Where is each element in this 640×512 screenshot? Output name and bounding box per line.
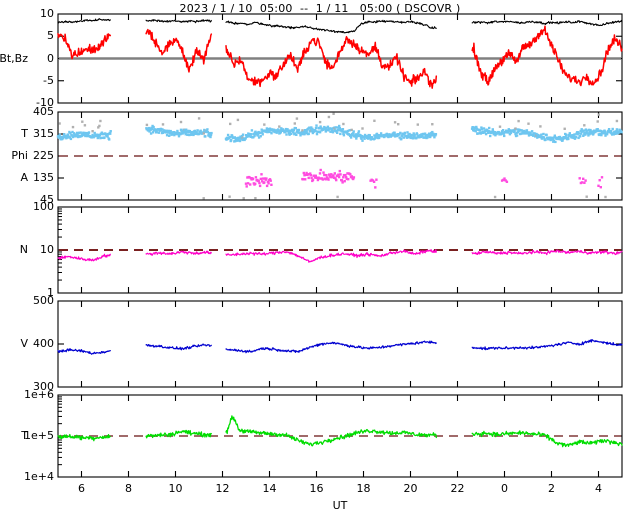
ytick-label-bt-bz: -5 xyxy=(43,73,54,87)
ytick-label-temperature: 1e+4 xyxy=(24,470,54,483)
xtick-label: 12 xyxy=(215,482,230,495)
ytick-label-temperature: 1e+5 xyxy=(24,429,54,442)
plot-title: 2023 / 1 / 10 05:00 -- 1 / 11 05:00 ( DS… xyxy=(179,2,461,15)
xtick-label: 6 xyxy=(78,482,85,495)
ytick-label-phi-theta: 225 xyxy=(33,149,54,162)
xtick-label: 10 xyxy=(168,482,183,495)
xtick-label: 2 xyxy=(548,482,555,495)
ytick-label-bt-bz: 5 xyxy=(47,29,54,43)
ytick-label-bt-bz: 10 xyxy=(40,7,54,20)
panel-label-bt-bz: Bt,Bz xyxy=(0,51,28,65)
panel-label-density: N xyxy=(19,243,28,256)
ytick-label-bt-bz: -10 xyxy=(36,96,54,109)
panel-label-a: A xyxy=(20,171,28,184)
ytick-label-phi-theta: 315 xyxy=(33,127,54,140)
ytick-label-phi-theta: 45 xyxy=(40,193,54,206)
panel-label-phi: Phi xyxy=(11,149,28,162)
xtick-label: 20 xyxy=(403,482,418,495)
ytick-label-density: 1 xyxy=(47,286,54,299)
ytick-label-density: 10 xyxy=(40,243,54,256)
xtick-label: 16 xyxy=(309,482,324,495)
ytick-label-density: 100 xyxy=(33,200,54,213)
xtick-label: 18 xyxy=(356,482,371,495)
panel-label-temperature: T xyxy=(21,429,28,442)
xtick-label: 14 xyxy=(262,482,277,495)
ytick-label-phi-theta: 405 xyxy=(33,105,54,118)
xtick-label: 0 xyxy=(501,482,508,495)
ytick-label-velocity: 300 xyxy=(33,380,54,393)
ytick-label-velocity: 500 xyxy=(33,294,54,307)
ytick-label-velocity: 400 xyxy=(33,337,54,350)
xtick-label: 8 xyxy=(125,482,132,495)
panel-label-t: T xyxy=(21,127,28,140)
panel-label-velocity: V xyxy=(20,337,28,350)
xtick-label: 22 xyxy=(450,482,465,495)
x-axis-title: UT xyxy=(332,499,348,512)
ytick-label-phi-theta: 135 xyxy=(33,171,54,184)
ytick-label-bt-bz: 0 xyxy=(47,51,54,65)
ytick-label-temperature: 1e+6 xyxy=(24,388,54,401)
xtick-label: 4 xyxy=(595,482,602,495)
